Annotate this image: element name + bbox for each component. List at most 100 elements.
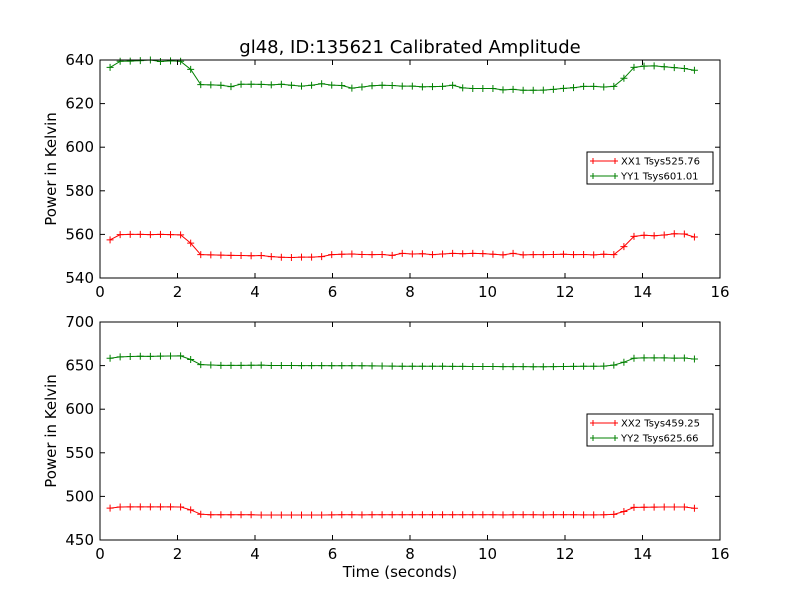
data-point [368,82,376,90]
legend: XX2 Tsys459.25 YY2 Tsys625.66 [586,413,714,447]
data-point [237,361,245,369]
data-point [398,82,406,90]
data-point [539,511,547,519]
data-point [146,352,154,360]
data-point [187,355,195,363]
data-point [499,86,507,94]
data-point [136,503,144,511]
data-point [428,362,436,370]
data-point [680,230,688,238]
data-point [378,362,386,370]
data-point [136,352,144,360]
y-tick-label: 700 [65,313,94,331]
x-tick-label: 6 [328,545,338,563]
data-point [308,511,316,519]
data-point [308,362,316,370]
data-point [428,251,436,259]
data-point [187,506,195,514]
data-point [459,250,467,258]
series-yy [106,352,698,371]
x-tick-label: 16 [710,283,729,301]
data-point [177,352,185,360]
data-point [680,65,688,73]
x-tick-label: 16 [710,545,729,563]
legend-entry: YY1 Tsys601.01 [590,172,699,183]
data-point [146,503,154,511]
data-point [156,352,164,360]
data-point [167,57,175,65]
data-point [559,84,567,92]
data-point [610,82,618,90]
data-point [509,363,517,371]
data-point [489,250,497,258]
data-point [348,511,356,519]
data-point [348,362,356,370]
data-point [660,63,668,71]
y-tick-label: 550 [65,444,94,462]
data-point [298,82,305,90]
data-point [660,354,668,362]
data-point [388,511,396,519]
data-point [358,83,366,91]
data-point [559,511,567,519]
data-point [539,86,547,94]
data-point [116,57,124,65]
data-point [590,82,598,90]
data-point [257,511,265,519]
data-point [570,511,578,519]
legend-entry: XX2 Tsys459.25 [590,419,700,430]
data-point [197,81,205,89]
x-tick-label: 0 [95,545,105,563]
data-point [559,362,567,370]
data-point [660,231,668,239]
data-point [680,354,688,362]
data-point [177,231,185,239]
data-point [167,503,175,511]
y-tick-label: 450 [65,531,94,549]
y-axis-label: Power in Kelvin [42,374,60,488]
data-point [660,503,668,511]
data-point [428,511,436,519]
x-tick-label: 14 [633,283,652,301]
data-point [308,81,316,89]
data-point [690,504,698,512]
data-point [519,363,527,371]
data-point [630,503,638,511]
data-point [408,82,416,90]
data-point [499,251,507,259]
data-point [116,231,124,239]
data-point [106,354,114,362]
data-point [610,510,618,518]
legend-box [586,151,714,185]
legend-label: XX2 Tsys459.25 [621,419,700,430]
data-point [459,84,467,92]
data-point [217,81,225,89]
data-point [469,511,477,519]
data-point [136,230,144,238]
x-tick-label: 10 [478,545,497,563]
data-point [620,243,628,251]
data-point [106,504,114,512]
data-point [378,250,386,258]
data-point [277,511,285,519]
data-point [640,503,648,511]
data-point [529,251,537,259]
data-point [600,511,608,519]
y-tick-label: 600 [65,400,94,418]
data-point [680,503,688,511]
data-point [439,511,447,519]
bottom-panel: 0 2 4 6 8 10 12 14 16 450 500 550 600 650 700 Power in … [42,313,730,581]
legend-box [586,413,714,447]
data-point [650,503,658,511]
data-point [257,80,265,88]
data-point [690,355,698,363]
data-point [428,83,436,91]
data-point [298,511,305,519]
data-point [328,362,336,370]
y-tick-label: 500 [65,487,94,505]
data-point [630,232,638,240]
legend-label: XX1 Tsys525.76 [621,157,700,168]
data-point [368,511,376,519]
data-point [489,85,497,93]
